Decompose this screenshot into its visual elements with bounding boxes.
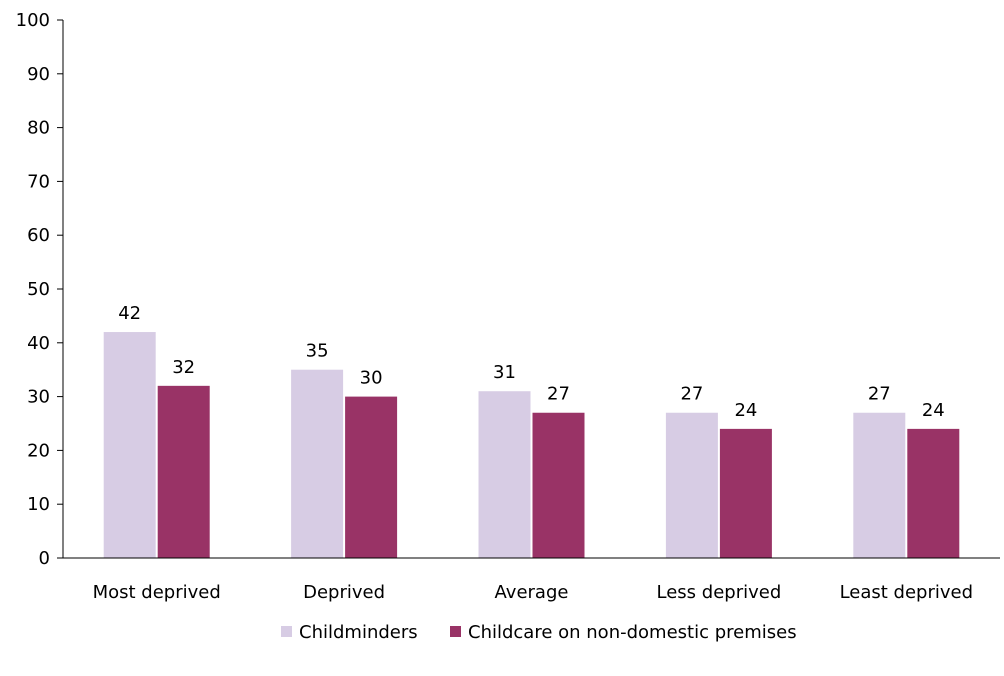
y-tick-label: 0 <box>39 548 50 569</box>
y-tick-label: 60 <box>27 225 50 246</box>
y-tick-label: 20 <box>27 440 50 461</box>
bars <box>103 332 960 558</box>
bar-childminders <box>665 412 718 558</box>
y-tick-label: 40 <box>27 333 50 354</box>
data-label: 31 <box>493 362 516 383</box>
data-label: 27 <box>547 384 570 405</box>
legend-swatch <box>281 626 292 637</box>
bar-childminders <box>103 332 156 558</box>
bar-childcare-non-domestic <box>532 412 585 558</box>
y-tick-label: 70 <box>27 171 50 192</box>
y-tick-label: 10 <box>27 494 50 515</box>
x-category-label: Average <box>495 582 569 603</box>
data-labels: 42 32 35 30 31 27 27 24 27 24 <box>118 303 945 421</box>
legend-swatch <box>450 626 461 637</box>
x-category-label: Most deprived <box>93 582 221 603</box>
y-tick-label: 80 <box>27 118 50 139</box>
y-tick-label: 100 <box>16 10 50 31</box>
data-label: 24 <box>734 400 757 421</box>
x-category-label: Least deprived <box>840 582 973 603</box>
data-label: 24 <box>922 400 945 421</box>
legend-label: Childminders <box>299 622 418 643</box>
legend: Childminders Childcare on non-domestic pr… <box>281 622 797 643</box>
data-label: 35 <box>306 341 329 362</box>
bar-childcare-non-domestic <box>719 428 772 558</box>
bar-childcare-non-domestic <box>907 428 960 558</box>
data-label: 27 <box>680 384 703 405</box>
y-tick-label: 50 <box>27 279 50 300</box>
x-category-label: Deprived <box>303 582 385 603</box>
bar-childminders <box>291 369 344 558</box>
bar-childcare-non-domestic <box>345 396 398 558</box>
y-tick-label: 90 <box>27 64 50 85</box>
data-label: 30 <box>360 368 383 389</box>
x-axis: Most deprived Deprived Average Less deprive… <box>63 557 1000 603</box>
bar-childcare-non-domestic <box>157 385 210 558</box>
data-label: 32 <box>172 357 195 378</box>
bar-childminders <box>478 391 531 558</box>
bar-childminders <box>853 412 906 558</box>
legend-label: Childcare on non-domestic premises <box>468 622 797 643</box>
data-label: 27 <box>868 384 891 405</box>
data-label: 42 <box>118 303 141 324</box>
y-axis: 0 10 20 30 40 50 60 70 80 90 100 <box>16 10 64 569</box>
x-category-label: Less deprived <box>657 582 782 603</box>
y-tick-label: 30 <box>27 387 50 408</box>
